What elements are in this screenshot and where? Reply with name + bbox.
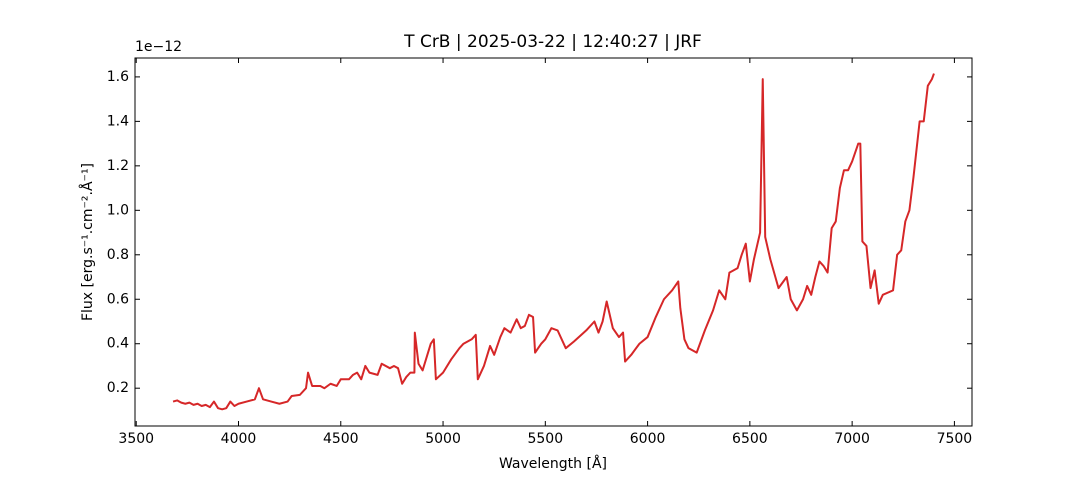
x-tick-label: 4000 bbox=[221, 431, 257, 447]
y-tick-label: 0.8 bbox=[107, 247, 129, 263]
y-tick-label: 1.2 bbox=[107, 158, 129, 174]
y-axis-label: Flux [erg.s⁻¹.cm⁻².Å⁻¹] bbox=[79, 163, 96, 321]
x-tick-label: 5000 bbox=[425, 431, 461, 447]
x-tick-label: 3500 bbox=[118, 431, 154, 447]
x-tick-label: 6500 bbox=[732, 431, 768, 447]
y-tick-label: 0.6 bbox=[107, 291, 129, 307]
y-offset-label: 1e−12 bbox=[135, 39, 182, 55]
x-tick-label: 4500 bbox=[323, 431, 359, 447]
y-tick-label: 1.4 bbox=[107, 113, 129, 129]
x-tick-label: 5500 bbox=[527, 431, 563, 447]
x-axis-label: Wavelength [Å] bbox=[499, 455, 607, 472]
x-tick-label: 6000 bbox=[630, 431, 666, 447]
spectrum-line bbox=[172, 73, 935, 411]
y-tick-label: 0.4 bbox=[107, 336, 129, 352]
plot-frame bbox=[134, 57, 973, 427]
x-tick-label: 7500 bbox=[937, 431, 973, 447]
x-tick-label: 7000 bbox=[834, 431, 870, 447]
y-tick-label: 0.2 bbox=[107, 380, 129, 396]
y-tick-label: 1.6 bbox=[107, 69, 129, 85]
chart-title: T CrB | 2025-03-22 | 12:40:27 | JRF bbox=[403, 32, 702, 52]
y-tick-label: 1.0 bbox=[107, 202, 129, 218]
